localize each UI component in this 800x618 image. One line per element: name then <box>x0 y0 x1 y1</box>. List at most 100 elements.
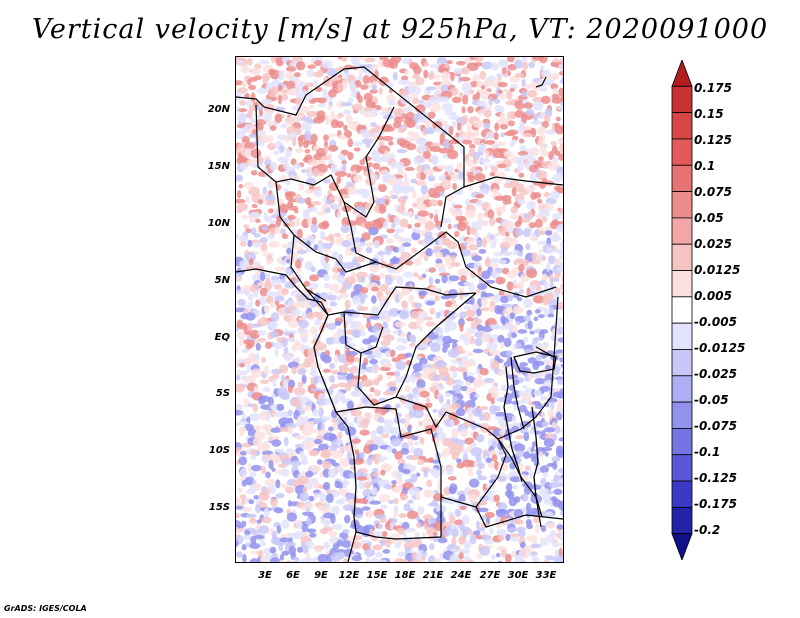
velocity-cell <box>346 173 352 178</box>
velocity-cell <box>551 157 559 163</box>
velocity-cell <box>418 455 426 461</box>
velocity-cell <box>404 385 412 392</box>
velocity-cell <box>334 170 347 178</box>
velocity-cell <box>490 263 499 270</box>
velocity-cell <box>385 538 391 548</box>
lon-label-18e: 18E <box>394 570 416 581</box>
velocity-cell <box>490 554 496 560</box>
velocity-cell <box>458 536 467 545</box>
velocity-cell <box>292 136 297 147</box>
velocity-cell <box>281 458 293 466</box>
velocity-cell <box>379 203 387 214</box>
velocity-cell <box>538 249 543 254</box>
velocity-cell <box>507 237 519 247</box>
velocity-cell <box>507 129 519 136</box>
colorbar-band <box>671 322 693 350</box>
lat-label-20n: 20N <box>207 104 230 115</box>
velocity-cell <box>302 361 312 368</box>
velocity-cell <box>293 387 306 396</box>
velocity-cell <box>275 218 281 228</box>
velocity-cell <box>475 318 483 324</box>
velocity-cell <box>274 349 279 357</box>
velocity-cell <box>246 363 252 373</box>
velocity-cell <box>355 368 366 375</box>
velocity-cell <box>432 534 439 543</box>
velocity-cell <box>479 545 491 556</box>
velocity-cell <box>482 336 491 343</box>
velocity-cell <box>475 289 481 294</box>
colorbar-band <box>671 164 693 192</box>
velocity-cell <box>498 476 507 482</box>
velocity-cell <box>236 80 244 86</box>
velocity-cell <box>490 166 499 173</box>
velocity-cell <box>338 253 343 264</box>
velocity-cell <box>273 342 283 350</box>
velocity-cell <box>365 555 370 562</box>
velocity-cell <box>554 272 561 278</box>
velocity-cell <box>336 100 345 109</box>
velocity-cell <box>412 202 418 208</box>
velocity-cell <box>244 476 255 486</box>
velocity-cell <box>258 491 270 501</box>
velocity-cell <box>496 72 504 79</box>
velocity-cell <box>313 60 324 67</box>
velocity-cell <box>295 147 305 154</box>
velocity-cell <box>245 99 253 108</box>
velocity-cell <box>508 533 520 538</box>
velocity-cell <box>264 553 273 560</box>
velocity-cell <box>429 103 441 113</box>
velocity-cell <box>393 264 404 273</box>
velocity-cell <box>354 246 362 254</box>
velocity-cell <box>446 241 458 250</box>
colorbar-band <box>671 533 693 560</box>
velocity-cell <box>403 538 413 543</box>
velocity-cell <box>543 281 549 290</box>
velocity-cell <box>378 493 390 503</box>
velocity-cell <box>331 523 343 530</box>
velocity-cell <box>424 221 436 231</box>
velocity-cell <box>428 111 436 119</box>
velocity-cell <box>239 162 249 170</box>
velocity-cell <box>558 70 563 76</box>
velocity-cell <box>494 171 507 182</box>
velocity-cell <box>360 295 365 304</box>
velocity-cell <box>307 216 313 227</box>
velocity-cell <box>402 468 411 475</box>
velocity-cell <box>476 239 483 247</box>
velocity-cell <box>298 137 304 148</box>
velocity-cell <box>244 148 252 159</box>
velocity-cell <box>316 97 327 104</box>
velocity-cell <box>556 398 563 409</box>
velocity-cell <box>382 221 389 230</box>
velocity-cell <box>352 458 365 465</box>
velocity-cell <box>484 109 492 118</box>
velocity-cell <box>269 557 281 562</box>
velocity-cell <box>405 527 417 533</box>
velocity-cell <box>236 208 243 214</box>
lat-label-eq: EQ <box>214 332 230 343</box>
velocity-cell <box>528 146 540 157</box>
velocity-cell <box>545 522 556 529</box>
velocity-cell <box>301 336 308 343</box>
velocity-cell <box>540 465 549 474</box>
velocity-cell <box>451 210 462 218</box>
velocity-cell <box>534 557 540 562</box>
velocity-cell <box>513 259 519 266</box>
velocity-cell <box>353 147 361 152</box>
velocity-cell <box>481 534 492 541</box>
velocity-cell <box>298 492 309 502</box>
velocity-cell <box>547 409 555 418</box>
velocity-cell <box>496 560 503 562</box>
velocity-cell <box>245 251 257 262</box>
velocity-cell <box>479 495 490 502</box>
velocity-cell <box>531 388 536 398</box>
lat-label-5n: 5N <box>214 275 230 286</box>
velocity-cell <box>383 334 395 342</box>
velocity-cell <box>475 520 481 529</box>
velocity-cell <box>543 438 555 448</box>
velocity-cell <box>409 342 415 348</box>
velocity-cell <box>448 125 454 136</box>
velocity-cell <box>477 212 484 221</box>
velocity-cell <box>556 482 563 488</box>
velocity-cell <box>236 331 246 341</box>
